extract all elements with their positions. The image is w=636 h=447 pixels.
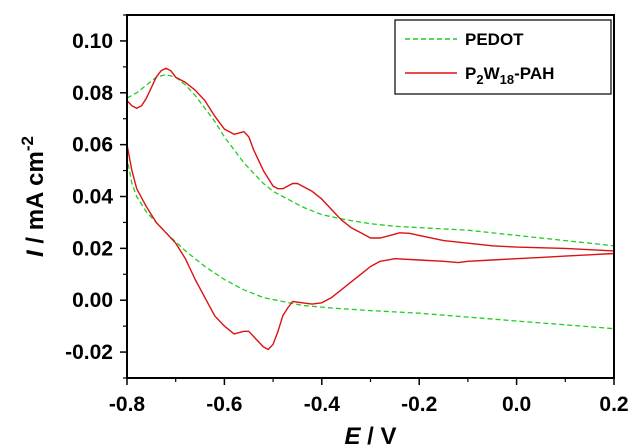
legend-box (394, 19, 612, 95)
x-tick-label: -0.6 (206, 393, 242, 416)
y-tick-label: 0.02 (72, 237, 113, 260)
x-tick-label: 0.2 (599, 393, 628, 416)
x-axis-unit: / V (361, 423, 397, 447)
x-axis-title: E / V (344, 423, 396, 447)
x-axis-variable: E (344, 423, 361, 447)
x-tick-label: 0.0 (502, 393, 531, 416)
y-tick-label: 0.08 (72, 82, 113, 105)
x-tick-label: -0.4 (304, 393, 341, 416)
legend-label: PEDOT (465, 30, 524, 49)
series-line-p2w18-pah (127, 67, 614, 351)
y-axis-exponent: -2 (18, 136, 37, 151)
y-tick-label: 0.04 (72, 186, 113, 209)
legend-label: P2W18-PAH (465, 64, 554, 87)
legend: PEDOT P2W18-PAH (394, 19, 612, 95)
y-axis-title: I / mA cm-2 (18, 136, 49, 257)
x-tick-label: -0.8 (109, 393, 146, 416)
y-axis-variable: I (22, 249, 49, 257)
series-line-pedot (127, 73, 614, 330)
y-tick-label: 0.06 (72, 134, 113, 157)
y-tick-label: -0.02 (65, 341, 113, 364)
x-tick-label: -0.2 (401, 393, 437, 416)
y-tick-label: 0.10 (72, 30, 113, 53)
series-layer (127, 67, 614, 351)
ticks-layer: -0.8 -0.6 -0.4 -0.2 0.0 0.2 -0.02 0.00 0.02 0.04 0… (65, 14, 629, 416)
y-tick-label: 0.00 (72, 289, 113, 312)
y-axis-unit: / mA cm (22, 151, 49, 250)
